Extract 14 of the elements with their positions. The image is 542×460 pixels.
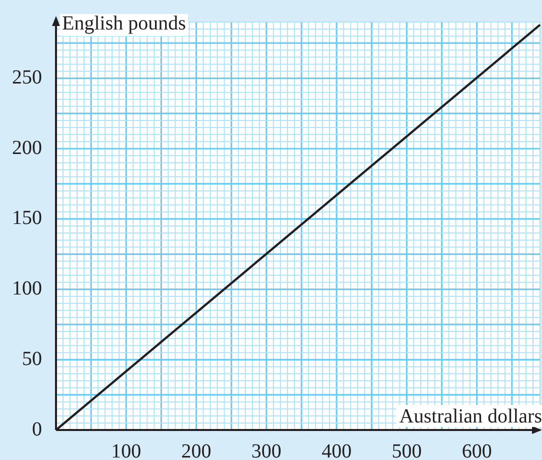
x-axis-title: Australian dollars	[399, 405, 542, 428]
y-tick-label: 100	[12, 278, 42, 300]
x-tick-label: 600	[462, 440, 492, 460]
y-tick-label: 200	[12, 136, 42, 159]
y-tick-label: 0	[32, 418, 42, 440]
x-tick-label: 200	[181, 440, 212, 460]
x-tick-label: 100	[111, 440, 142, 460]
y-tick-label: 50	[22, 348, 42, 370]
x-tick-label: 300	[251, 440, 282, 460]
y-tick-label: 250	[12, 66, 42, 89]
x-tick-label: 400	[322, 440, 352, 460]
y-tick-label: 150	[12, 207, 42, 230]
y-axis-title: English pounds	[62, 12, 186, 34]
x-tick-label: 500	[392, 440, 422, 460]
